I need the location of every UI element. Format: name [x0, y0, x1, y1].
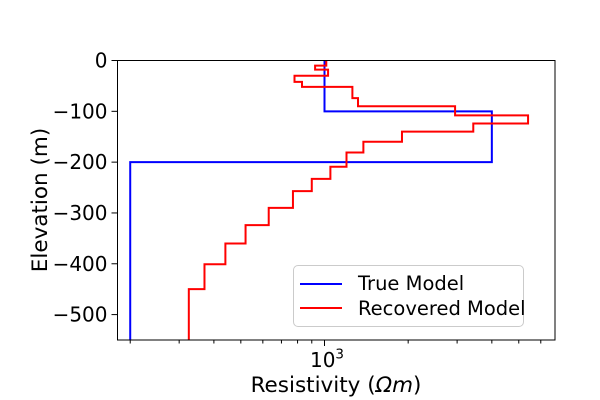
true-model-line [129, 60, 493, 340]
axes-spines [117, 60, 556, 341]
legend: True Model Recovered Model [293, 265, 526, 327]
axis-ticks: 0 −100 −200 −300 −400 −500 [53, 49, 542, 346]
x-axis-label-units: Ωm [375, 373, 413, 398]
legend-entry-recovered-model: Recovered Model [300, 298, 526, 319]
y-tick-label: −400 [53, 252, 108, 276]
recovered-model-line [187, 60, 530, 340]
x-axis-label-prefix: Resistivity ( [251, 373, 376, 398]
y-tick-label: −500 [53, 303, 108, 327]
x-axis-label: Resistivity (Ωm) [251, 373, 422, 398]
y-axis-label: Elevation (m) [28, 128, 53, 272]
x-axis-label-suffix: ) [413, 373, 421, 398]
series-lines [129, 60, 530, 340]
x-tick-label-base: 10 [310, 348, 335, 372]
recovered-model-line-sample [300, 307, 342, 310]
y-tick-label: 0 [95, 49, 108, 73]
legend-label-recovered-model: Recovered Model [358, 296, 526, 320]
y-tick-label: −100 [53, 99, 108, 123]
x-tick-label-1000: 103 [310, 347, 344, 373]
true-model-line-sample [300, 282, 342, 285]
y-tick-label: −200 [53, 150, 108, 174]
y-tick-label: −300 [53, 201, 108, 225]
legend-entry-true-model: True Model [300, 274, 515, 294]
legend-label-true-model: True Model [358, 272, 465, 295]
x-tick-label-exponent: 3 [335, 347, 344, 363]
axes-frame [117, 60, 556, 341]
